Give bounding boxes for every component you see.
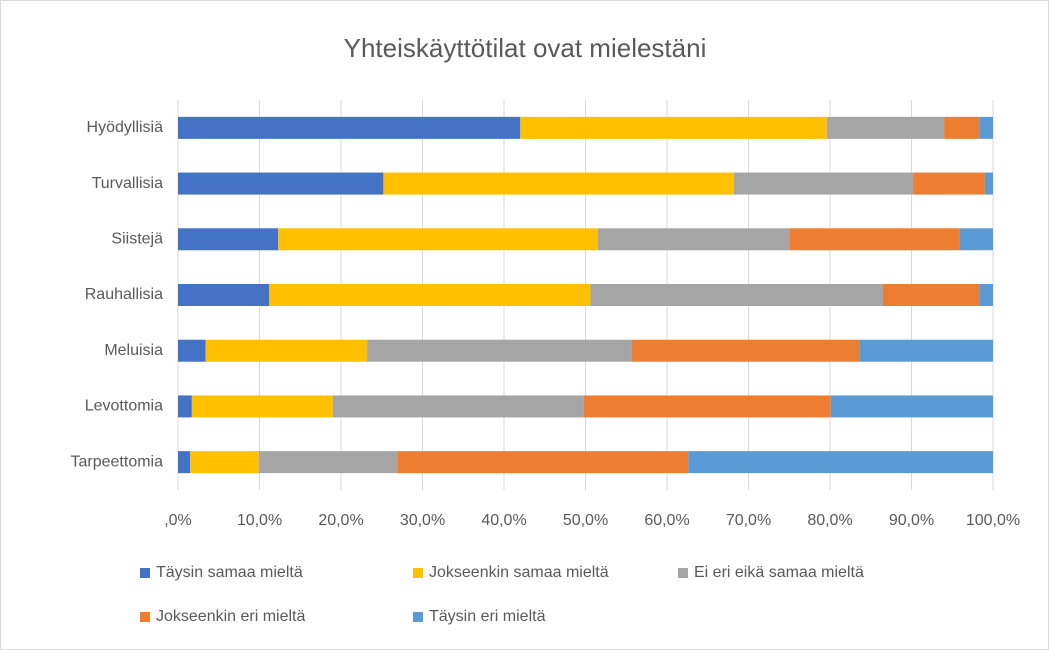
bar-segment — [178, 339, 206, 362]
y-tick-label: Turvallisia — [92, 175, 164, 192]
x-tick-label: 10,0% — [237, 512, 282, 529]
y-tick-label: Hyödyllisiä — [87, 119, 164, 136]
bar-segment — [205, 339, 368, 362]
bar-segment — [178, 228, 279, 251]
bar-segment — [269, 284, 591, 306]
bar-segment — [733, 172, 914, 195]
bar-segment — [278, 228, 598, 251]
bar-segment — [178, 172, 384, 195]
legend-label: Täysin samaa mieltä — [156, 564, 303, 581]
bar-segment — [178, 451, 191, 474]
y-tick-label: Tarpeettomia — [71, 453, 164, 470]
bar-segment — [367, 339, 632, 362]
x-tick-label: 40,0% — [481, 512, 526, 529]
bar-segment — [190, 451, 259, 474]
bar-segment — [178, 284, 270, 306]
x-tick-label: 20,0% — [318, 512, 363, 529]
y-tick-label: Levottomia — [85, 398, 163, 415]
legend-swatch — [678, 568, 688, 578]
x-tick-label: 100,0% — [966, 512, 1020, 529]
x-tick-label: ,0% — [164, 512, 192, 529]
bar-segment — [979, 116, 993, 139]
x-tick-label: 30,0% — [400, 512, 445, 529]
legend-swatch — [140, 612, 150, 622]
bar-segment — [397, 451, 689, 474]
y-tick-label: Rauhallisia — [85, 286, 163, 303]
chart-title: Yhteiskäyttötilat ovat mielestäni — [344, 33, 707, 63]
bar-segment — [583, 395, 831, 418]
legend-label: Jokseenkin samaa mieltä — [429, 564, 609, 581]
x-tick-label: 50,0% — [563, 512, 608, 529]
bar-segment — [383, 172, 734, 195]
bar-segment — [688, 451, 993, 474]
legend-swatch — [140, 568, 150, 578]
bar-segment — [520, 116, 827, 139]
legend-label: Jokseenkin eri mieltä — [156, 608, 306, 625]
bar-segment — [913, 172, 985, 195]
bar-segment — [590, 284, 883, 306]
bar-segment — [826, 116, 945, 139]
bar-segment — [959, 228, 993, 251]
x-tick-label: 80,0% — [807, 512, 852, 529]
legend-label: Täysin eri mieltä — [429, 608, 546, 625]
bar-segment — [859, 339, 993, 362]
bar-segment — [597, 228, 790, 251]
bar-segment — [178, 116, 521, 139]
bar-segment — [258, 451, 398, 474]
x-tick-label: 70,0% — [726, 512, 771, 529]
legend-swatch — [413, 612, 423, 622]
y-tick-label: Siistejä — [111, 231, 163, 248]
bar-segment — [178, 395, 192, 418]
bar-segment — [882, 284, 980, 306]
bar-segment — [984, 172, 993, 195]
legend-swatch — [413, 568, 423, 578]
bar-segment — [830, 395, 993, 418]
y-tick-label: Meluisia — [104, 342, 163, 359]
bar-segment — [944, 116, 980, 139]
x-tick-label: 90,0% — [889, 512, 934, 529]
x-tick-label: 60,0% — [644, 512, 689, 529]
bar-segment — [631, 339, 860, 362]
bar-segment — [979, 284, 993, 306]
bar-segment — [191, 395, 333, 418]
bar-segment — [789, 228, 960, 251]
bar-segment — [332, 395, 584, 418]
legend-label: Ei eri eikä samaa mieltä — [694, 564, 864, 581]
